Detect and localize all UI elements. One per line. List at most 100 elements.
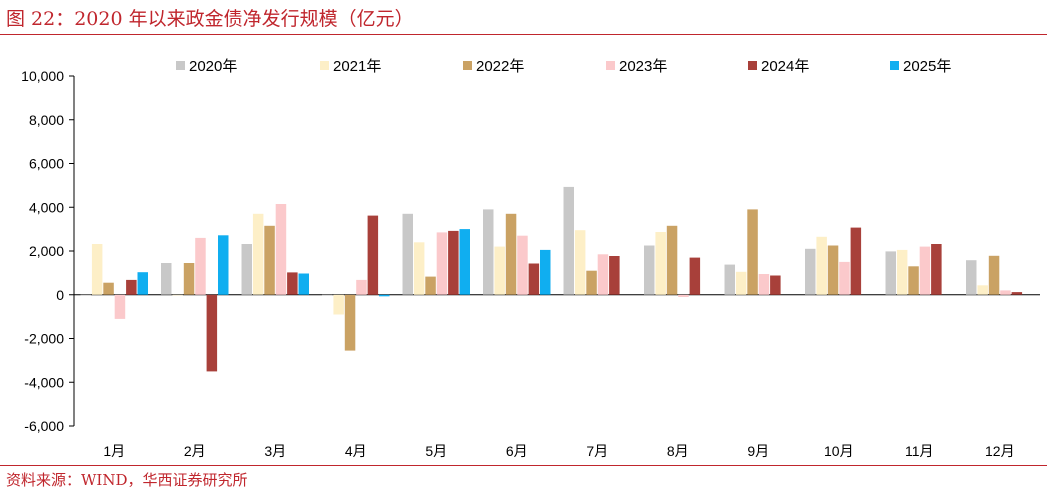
- bar-7-series-1: [563, 186, 574, 295]
- bar-3-series-6: [298, 273, 309, 295]
- legend-label: 2024年: [761, 58, 809, 75]
- bar-10-series-1: [805, 248, 816, 295]
- x-tick-label: 6月: [506, 443, 528, 459]
- y-tick-label: -2,000: [24, 331, 64, 347]
- bar-6-series-2: [494, 246, 505, 295]
- bar-12-series-4: [1000, 290, 1011, 295]
- bar-7-series-2: [574, 230, 586, 295]
- bar-6-series-5: [528, 263, 540, 295]
- bar-12-series-1: [966, 260, 977, 295]
- bar-11-series-5: [931, 244, 942, 295]
- x-tick-label: 4月: [345, 443, 367, 459]
- bar-1-series-4: [114, 294, 126, 319]
- bar-1-series-1: [80, 294, 91, 296]
- legend-label: 2023年: [619, 58, 667, 75]
- legend-label: 2025年: [903, 58, 951, 75]
- bar-5-series-6: [459, 229, 470, 295]
- bar-12-series-5: [1011, 292, 1023, 295]
- bar-7-series-4: [597, 254, 609, 295]
- y-tick-label: 10,000: [21, 68, 64, 84]
- x-tick-label: 5月: [425, 443, 447, 459]
- x-tick-label: 7月: [586, 443, 608, 459]
- bar-3-series-3: [264, 225, 275, 295]
- legend-label: 2022年: [476, 58, 524, 75]
- x-tick-label: 9月: [747, 443, 769, 459]
- bar-6-series-3: [505, 213, 517, 295]
- bar-7-series-5: [609, 256, 620, 295]
- x-tick-label: 11月: [905, 443, 934, 459]
- bar-3-series-1: [241, 244, 252, 295]
- legend-swatch: [463, 61, 472, 70]
- legend-swatch: [890, 61, 899, 70]
- bar-2-series-1: [161, 263, 172, 295]
- y-tick-label: -6,000: [24, 418, 64, 434]
- bar-2-series-4: [195, 237, 206, 295]
- y-tick-label: 2,000: [29, 243, 64, 259]
- bar-1-series-6: [137, 272, 148, 295]
- bar-8-series-1: [644, 245, 655, 295]
- bar-4-series-4: [356, 279, 367, 295]
- figure-title: 图 22：2020 年以来政金债净发行规模（亿元）: [6, 8, 414, 30]
- y-tick-label: 8,000: [29, 112, 64, 128]
- bar-4-series-3: [344, 294, 356, 351]
- legend-swatch: [606, 61, 615, 70]
- x-tick-label: 12月: [985, 443, 1015, 459]
- bar-10-series-2: [816, 236, 827, 295]
- bar-9-series-3: [747, 209, 758, 295]
- bar-5-series-1: [402, 213, 413, 295]
- bar-11-series-1: [885, 251, 896, 295]
- legend-label: 2021年: [333, 58, 381, 75]
- chart-axes: -6,000 -4,000 -2,000 0 2,000 4,000 6,000 8,000 1…: [21, 68, 1040, 459]
- bar-4-series-6: [379, 294, 390, 297]
- bar-5-series-3: [425, 276, 436, 295]
- bar-1-series-5: [126, 279, 137, 295]
- bar-12-series-3: [988, 255, 1000, 295]
- legend-swatch: [748, 61, 757, 70]
- bar-3-series-4: [275, 204, 287, 295]
- x-tick-label: 10月: [824, 443, 854, 459]
- x-tick-label: 1月: [103, 443, 125, 459]
- bar-4-series-2: [333, 294, 344, 315]
- bar-8-series-3: [666, 225, 678, 295]
- bar-2-series-5: [206, 294, 218, 372]
- x-tick-label: 8月: [667, 443, 689, 459]
- y-tick-label: 6,000: [29, 156, 64, 172]
- bar-11-series-4: [919, 246, 931, 295]
- bar-4-series-1: [322, 294, 333, 296]
- bar-8-series-2: [655, 232, 666, 295]
- bar-2-series-3: [183, 263, 195, 295]
- title-rule: [0, 34, 1047, 35]
- bar-5-series-5: [448, 230, 459, 295]
- legend-swatch: [176, 61, 185, 70]
- bar-9-series-5: [770, 275, 781, 295]
- x-tick-label: 2月: [184, 443, 206, 459]
- bar-10-series-3: [827, 245, 839, 295]
- bar-2-series-2: [172, 294, 183, 296]
- y-tick-label: -4,000: [24, 374, 64, 390]
- footer-rule: [0, 465, 1047, 466]
- bar-8-series-4: [678, 294, 689, 297]
- bar-2-series-6: [218, 235, 229, 295]
- bar-6-series-6: [540, 249, 551, 295]
- bar-7-series-3: [586, 270, 597, 295]
- bar-3-series-2: [252, 213, 264, 295]
- bar-1-series-3: [103, 282, 114, 295]
- bar-9-series-1: [724, 264, 735, 295]
- y-tick-label: 0: [56, 287, 64, 303]
- bar-6-series-4: [517, 235, 528, 295]
- legend-label: 2020年: [189, 58, 237, 75]
- x-tick-label: 3月: [264, 443, 286, 459]
- bar-9-series-4: [758, 274, 770, 295]
- y-tick-label: 4,000: [29, 199, 64, 215]
- chart-legend: 2020年 2021年 2022年 2023年 2024年 2025年: [176, 58, 951, 75]
- bar-10-series-5: [850, 227, 862, 295]
- bar-10-series-4: [839, 261, 850, 295]
- bar-8-series-5: [689, 257, 701, 295]
- legend-swatch: [320, 61, 329, 70]
- bar-3-series-5: [287, 272, 298, 295]
- bar-11-series-3: [908, 266, 919, 295]
- bar-5-series-2: [413, 242, 425, 295]
- bar-4-series-5: [367, 215, 379, 295]
- source-note: 资料来源：WIND，华西证券研究所: [6, 471, 248, 489]
